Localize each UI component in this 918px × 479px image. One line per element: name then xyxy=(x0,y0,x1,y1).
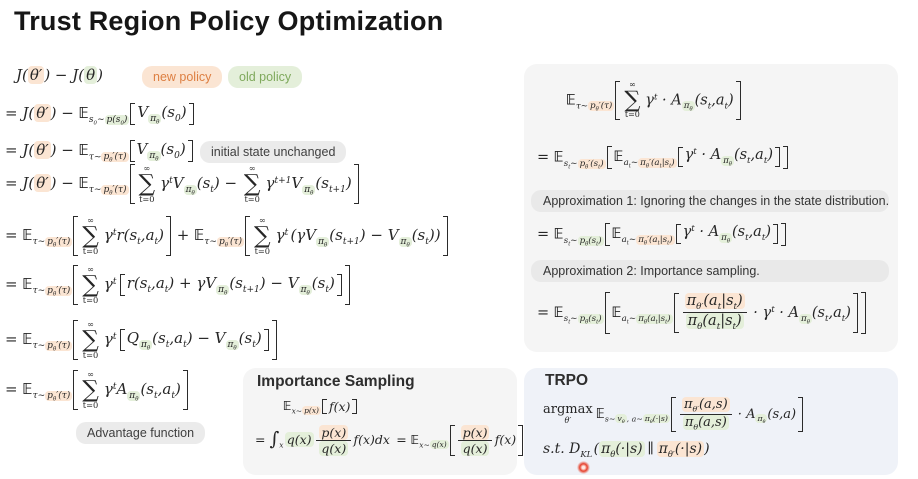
equation-j-difference: J(θ′) − J(θ) xyxy=(16,66,104,84)
laser-pointer-dot xyxy=(577,461,590,474)
equation-trpo-objective: argmax θ′ 𝔼s∼ vθ, a∼ πθ(·|s) πθ′(a,s) πθ(a,s) … xyxy=(543,396,804,433)
equation-right-4: = 𝔼st∼ pθ(st) 𝔼at∼ πθ(at|st) πθ′(at|st) πθ(at… xyxy=(537,291,867,335)
initial-state-note: initial state unchanged xyxy=(200,141,347,163)
trpo-title: TRPO xyxy=(545,372,589,389)
equation-step-4: = J(θ′) − 𝔼τ∼ pθ′(τ) ∞ ∑ t=0 γtV πθ(st) − ∞ ∑ t=… xyxy=(5,163,360,205)
new-policy-badge: new policy xyxy=(142,66,223,88)
old-policy-badge: old policy xyxy=(228,66,303,88)
equation-trpo-constraint: s.t. DKL(πθ(·|s) ∥ πθ′(·|s)) xyxy=(543,441,710,459)
equation-step-6: = 𝔼τ∼ pθ′(τ) ∞ ∑ t=0 γt r(st,at) + γV πθ(st+1) … xyxy=(5,264,351,306)
approximation-1-note: Approximation 1: Ignoring the changes in… xyxy=(531,190,889,212)
equation-step-8: = 𝔼τ∼ pθ′(τ) ∞ ∑ t=0 γtA πθ(st,at) xyxy=(5,369,189,411)
equation-step-5: = 𝔼τ∼ pθ′(τ) ∞ ∑ t=0 γtr(st,at) + 𝔼τ∼ pθ′(τ) ∞ ∑… xyxy=(5,215,449,257)
approximation-2-note: Approximation 2: Importance sampling. xyxy=(531,260,889,282)
advantage-function-note: Advantage function xyxy=(76,422,206,444)
importance-sampling-panel xyxy=(243,368,517,475)
equation-is-2: = ∫x q(x) p(x) q(x) f(x)dx = 𝔼x∼ q(x) p(x) q(x) f… xyxy=(255,424,524,457)
equation-is-1: 𝔼x∼ p(x) f(x) xyxy=(283,398,358,416)
page-title: Trust Region Policy Optimization xyxy=(14,6,444,36)
importance-sampling-title: Importance Sampling xyxy=(257,373,415,390)
